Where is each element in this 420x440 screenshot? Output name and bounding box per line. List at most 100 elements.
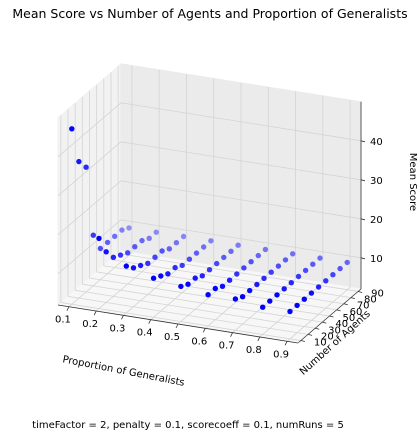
footer-parameters: timeFactor = 2, penalty = 0.1, scorecoef… — [32, 420, 344, 431]
y-tick-label: 80 — [364, 295, 377, 306]
x-tick-mark — [66, 306, 70, 311]
x-tick-mark — [93, 310, 97, 316]
y-tick-label: 40 — [335, 319, 348, 330]
grid-line-y — [110, 72, 352, 298]
data-point — [248, 259, 254, 265]
data-point — [323, 278, 329, 284]
data-point — [104, 239, 111, 246]
grid-line-x — [286, 100, 351, 342]
data-point — [97, 245, 104, 252]
x-tick-label: 0.1 — [55, 315, 71, 326]
data-point — [282, 257, 289, 263]
data-point — [310, 261, 316, 267]
grid-line-x — [123, 74, 187, 316]
data-point — [317, 255, 323, 261]
data-point — [110, 254, 117, 260]
grid-line-x — [68, 65, 133, 308]
z-tick-mark — [360, 140, 366, 143]
data-point — [179, 262, 185, 269]
grid-lines — [57, 65, 362, 342]
data-point — [315, 284, 322, 290]
y-tick-label: 60 — [350, 307, 363, 318]
tick-labels: 0.1 0.2 0.3 0.4 0.5 0.6 0.7 0.8 0.91020304050607… — [55, 137, 384, 360]
y-tick-mark — [329, 315, 334, 318]
z-tick-label: 40 — [370, 137, 383, 148]
x-tick-label: 0.4 — [137, 328, 153, 339]
x-tick-mark — [202, 328, 206, 333]
z-axis-label: Mean Score — [407, 153, 418, 211]
data-point — [192, 275, 198, 281]
data-points — [69, 126, 350, 315]
grid-line-y — [103, 78, 344, 305]
grid-line-z — [57, 180, 362, 236]
x-tick-label: 0.9 — [273, 349, 289, 360]
data-point — [173, 240, 180, 246]
data-point — [112, 233, 118, 239]
y-tick-mark — [358, 291, 363, 293]
data-point — [261, 275, 267, 281]
y-tick-label: 70 — [357, 301, 370, 312]
x-tick-label: 0.2 — [82, 319, 98, 330]
chart-title: Mean Score vs Number of Agents and Propo… — [12, 6, 408, 21]
grid-line-z — [57, 141, 362, 197]
data-point — [260, 304, 266, 310]
data-point — [132, 244, 138, 250]
z-tick-label: 10 — [370, 254, 383, 265]
data-point — [159, 248, 165, 254]
y-tick-label: 30 — [328, 325, 341, 336]
data-point — [288, 280, 294, 286]
y-tick-label: 20 — [321, 331, 334, 342]
data-point — [130, 265, 137, 271]
data-point — [281, 286, 287, 292]
data-point — [308, 290, 315, 296]
grid-line-z — [57, 102, 362, 158]
data-point — [267, 298, 273, 304]
data-point — [205, 292, 211, 298]
x-tick-mark — [284, 341, 288, 346]
data-point — [254, 281, 260, 288]
y-tick-label: 10 — [314, 338, 327, 349]
z-tick-label: 30 — [370, 176, 383, 187]
data-point — [219, 283, 226, 289]
data-point — [185, 281, 191, 287]
data-point — [103, 249, 109, 255]
data-point — [337, 265, 343, 272]
data-point — [126, 225, 132, 231]
data-point — [96, 235, 102, 242]
grid-line-x — [205, 87, 269, 329]
data-point — [330, 272, 336, 278]
x-tick-label: 0.3 — [110, 323, 126, 334]
data-point — [158, 273, 164, 279]
y-tick-mark — [343, 303, 348, 306]
grid-line-x — [259, 95, 324, 338]
data-point — [83, 164, 89, 170]
data-point — [226, 277, 233, 283]
data-point — [137, 262, 144, 269]
x-tick-label: 0.6 — [191, 336, 207, 347]
y-tick-mark — [300, 340, 305, 342]
x-tick-label: 0.7 — [219, 341, 235, 352]
y-tick-mark — [350, 297, 356, 299]
x-tick-mark — [121, 315, 124, 320]
data-point — [208, 238, 214, 244]
grid-line-x — [150, 78, 215, 320]
data-point — [287, 308, 293, 315]
x-tick-mark — [257, 336, 261, 342]
y-tick-label: 90 — [371, 288, 384, 299]
z-tick-mark — [360, 218, 366, 221]
y-tick-mark — [336, 309, 341, 312]
grid-line-x — [95, 69, 160, 312]
data-point — [69, 126, 75, 132]
z-tick-mark — [360, 257, 366, 260]
data-point — [76, 158, 82, 165]
y-tick-mark — [307, 334, 313, 336]
data-point — [201, 244, 207, 250]
grid-line-y — [67, 109, 309, 335]
data-point — [274, 292, 280, 298]
data-point — [294, 302, 300, 309]
data-point — [206, 267, 213, 273]
data-point — [214, 260, 220, 267]
data-point — [153, 229, 159, 235]
data-point — [255, 252, 261, 259]
